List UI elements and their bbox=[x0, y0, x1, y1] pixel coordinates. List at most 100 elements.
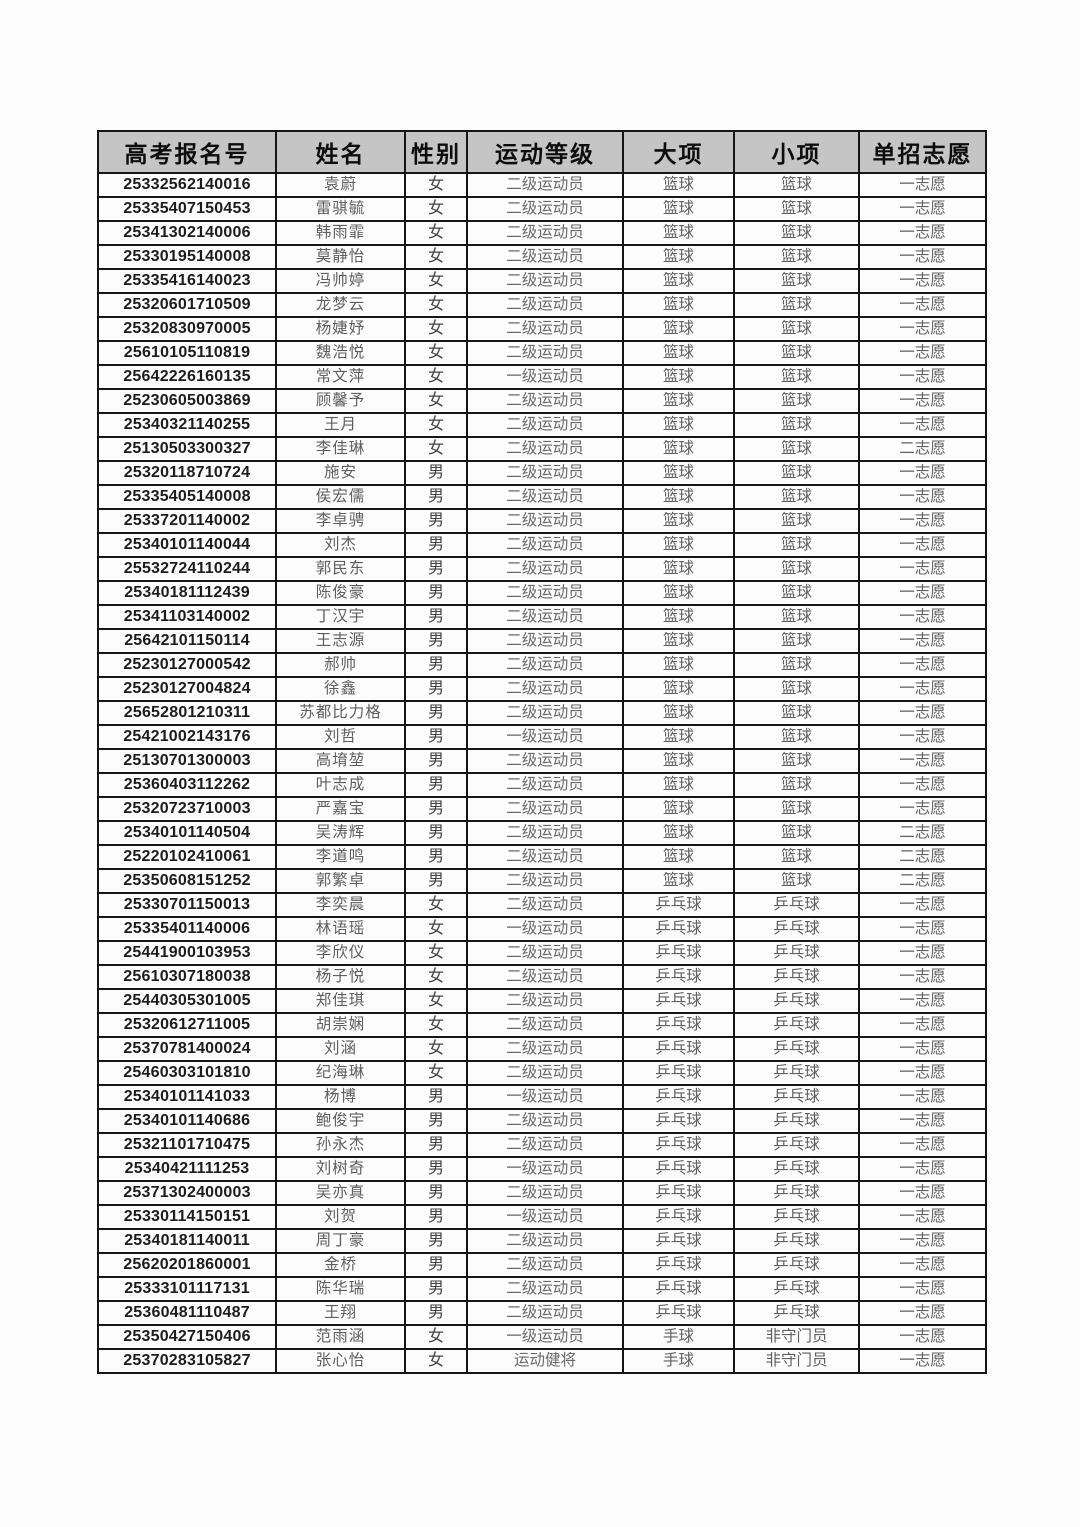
cell-major-event: 篮球 bbox=[622, 484, 735, 510]
cell-gender: 女 bbox=[404, 268, 468, 294]
cell-minor-event: 篮球 bbox=[733, 364, 860, 390]
cell-sport-level: 二级运动员 bbox=[466, 196, 624, 222]
cell-preference: 一志愿 bbox=[858, 1300, 987, 1326]
cell-sport-level: 二级运动员 bbox=[466, 988, 624, 1014]
cell-minor-event: 篮球 bbox=[733, 772, 860, 798]
cell-sport-level: 二级运动员 bbox=[466, 628, 624, 654]
table-row: 25620201860001 金桥男二级运动员 乒乓球 乒乓球 一志愿 bbox=[97, 1252, 987, 1278]
cell-preference: 一志愿 bbox=[858, 1036, 987, 1062]
cell-major-event: 篮球 bbox=[622, 604, 735, 630]
cell-exam-id: 25460303101810 bbox=[97, 1060, 277, 1086]
table-row: 25350427150406 范雨涵女一级运动员 手球 非守门员 一志愿 bbox=[97, 1324, 987, 1350]
cell-exam-id: 25341103140002 bbox=[97, 604, 277, 630]
cell-minor-event: 乒乓球 bbox=[733, 1012, 860, 1038]
cell-exam-id: 25620201860001 bbox=[97, 1252, 277, 1278]
table-row: 25642101150114 王志源男二级运动员 篮球 篮球 一志愿 bbox=[97, 628, 987, 654]
table-row: 25320612711005 胡崇娴女二级运动员 乒乓球 乒乓球 一志愿 bbox=[97, 1012, 987, 1038]
table-row: 25320723710003 严嘉宝男二级运动员 篮球 篮球 一志愿 bbox=[97, 796, 987, 822]
cell-preference: 一志愿 bbox=[858, 1180, 987, 1206]
cell-name: 陈俊豪 bbox=[275, 580, 406, 606]
cell-minor-event: 篮球 bbox=[733, 724, 860, 750]
cell-gender: 男 bbox=[404, 700, 468, 726]
cell-sport-level: 二级运动员 bbox=[466, 820, 624, 846]
cell-exam-id: 25330195140008 bbox=[97, 244, 277, 270]
cell-preference: 一志愿 bbox=[858, 940, 987, 966]
cell-name: 金桥 bbox=[275, 1252, 406, 1278]
cell-preference: 一志愿 bbox=[858, 508, 987, 534]
cell-name: 王翔 bbox=[275, 1300, 406, 1326]
cell-exam-id: 25350427150406 bbox=[97, 1324, 277, 1350]
cell-minor-event: 篮球 bbox=[733, 604, 860, 630]
cell-name: 吴亦真 bbox=[275, 1180, 406, 1206]
cell-preference: 一志愿 bbox=[858, 484, 987, 510]
cell-preference: 一志愿 bbox=[858, 172, 987, 198]
table-row: 25230127004824 徐鑫男二级运动员 篮球 篮球 一志愿 bbox=[97, 676, 987, 702]
cell-name: 雷骐毓 bbox=[275, 196, 406, 222]
table-row: 25340181112439 陈俊豪男二级运动员 篮球 篮球 一志愿 bbox=[97, 580, 987, 606]
cell-sport-level: 二级运动员 bbox=[466, 748, 624, 774]
cell-minor-event: 乒乓球 bbox=[733, 988, 860, 1014]
cell-major-event: 篮球 bbox=[622, 220, 735, 246]
cell-major-event: 篮球 bbox=[622, 268, 735, 294]
cell-minor-event: 篮球 bbox=[733, 556, 860, 582]
cell-gender: 女 bbox=[404, 388, 468, 414]
cell-preference: 一志愿 bbox=[858, 604, 987, 630]
cell-minor-event: 篮球 bbox=[733, 436, 860, 462]
cell-preference: 一志愿 bbox=[858, 916, 987, 942]
table-row: 25340321140255 王月女二级运动员 篮球 篮球 一志愿 bbox=[97, 412, 987, 438]
cell-sport-level: 二级运动员 bbox=[466, 1012, 624, 1038]
cell-name: 韩雨霏 bbox=[275, 220, 406, 246]
cell-name: 刘贺 bbox=[275, 1204, 406, 1230]
cell-major-event: 篮球 bbox=[622, 460, 735, 486]
cell-gender: 男 bbox=[404, 820, 468, 846]
cell-preference: 一志愿 bbox=[858, 388, 987, 414]
table-row: 25320830970005 杨婕妤女二级运动员 篮球 篮球 一志愿 bbox=[97, 316, 987, 342]
cell-name: 孙永杰 bbox=[275, 1132, 406, 1158]
cell-preference: 一志愿 bbox=[858, 1348, 987, 1374]
cell-major-event: 篮球 bbox=[622, 364, 735, 390]
cell-gender: 男 bbox=[404, 652, 468, 678]
cell-minor-event: 篮球 bbox=[733, 316, 860, 342]
cell-sport-level: 二级运动员 bbox=[466, 844, 624, 870]
cell-sport-level: 运动健将 bbox=[466, 1348, 624, 1374]
cell-gender: 女 bbox=[404, 196, 468, 222]
cell-minor-event: 篮球 bbox=[733, 460, 860, 486]
cell-major-event: 乒乓球 bbox=[622, 1180, 735, 1206]
cell-major-event: 乒乓球 bbox=[622, 1156, 735, 1182]
cell-gender: 男 bbox=[404, 1300, 468, 1326]
cell-sport-level: 二级运动员 bbox=[466, 1180, 624, 1206]
cell-gender: 男 bbox=[404, 796, 468, 822]
cell-sport-level: 二级运动员 bbox=[466, 508, 624, 534]
cell-minor-event: 篮球 bbox=[733, 196, 860, 222]
cell-name: 丁汉宇 bbox=[275, 604, 406, 630]
cell-minor-event: 篮球 bbox=[733, 508, 860, 534]
cell-major-event: 乒乓球 bbox=[622, 1300, 735, 1326]
table-row: 25360403112262 叶志成男二级运动员 篮球 篮球 一志愿 bbox=[97, 772, 987, 798]
table-body: 25332562140016 袁蔚女二级运动员 篮球 篮球 一志愿 25335407150… bbox=[97, 172, 987, 1374]
cell-sport-level: 二级运动员 bbox=[466, 940, 624, 966]
cell-sport-level: 二级运动员 bbox=[466, 1060, 624, 1086]
cell-minor-event: 篮球 bbox=[733, 340, 860, 366]
cell-exam-id: 25330114150151 bbox=[97, 1204, 277, 1230]
cell-name: 李道鸣 bbox=[275, 844, 406, 870]
cell-exam-id: 25335401140006 bbox=[97, 916, 277, 942]
cell-major-event: 篮球 bbox=[622, 292, 735, 318]
cell-name: 郝帅 bbox=[275, 652, 406, 678]
cell-exam-id: 25340421111253 bbox=[97, 1156, 277, 1182]
cell-exam-id: 25340101140686 bbox=[97, 1108, 277, 1134]
cell-gender: 男 bbox=[404, 748, 468, 774]
cell-major-event: 乒乓球 bbox=[622, 1132, 735, 1158]
table-row: 25340101140044 刘杰男二级运动员 篮球 篮球 一志愿 bbox=[97, 532, 987, 558]
cell-exam-id: 25642101150114 bbox=[97, 628, 277, 654]
cell-exam-id: 25610105110819 bbox=[97, 340, 277, 366]
table-row: 25330701150013 李奕晨女二级运动员 乒乓球 乒乓球 一志愿 bbox=[97, 892, 987, 918]
cell-preference: 一志愿 bbox=[858, 748, 987, 774]
cell-sport-level: 二级运动员 bbox=[466, 460, 624, 486]
table-row: 25335416140023 冯帅婷女二级运动员 篮球 篮球 一志愿 bbox=[97, 268, 987, 294]
cell-name: 陈华瑞 bbox=[275, 1276, 406, 1302]
cell-name: 叶志成 bbox=[275, 772, 406, 798]
cell-preference: 一志愿 bbox=[858, 532, 987, 558]
cell-sport-level: 一级运动员 bbox=[466, 364, 624, 390]
cell-exam-id: 25340321140255 bbox=[97, 412, 277, 438]
